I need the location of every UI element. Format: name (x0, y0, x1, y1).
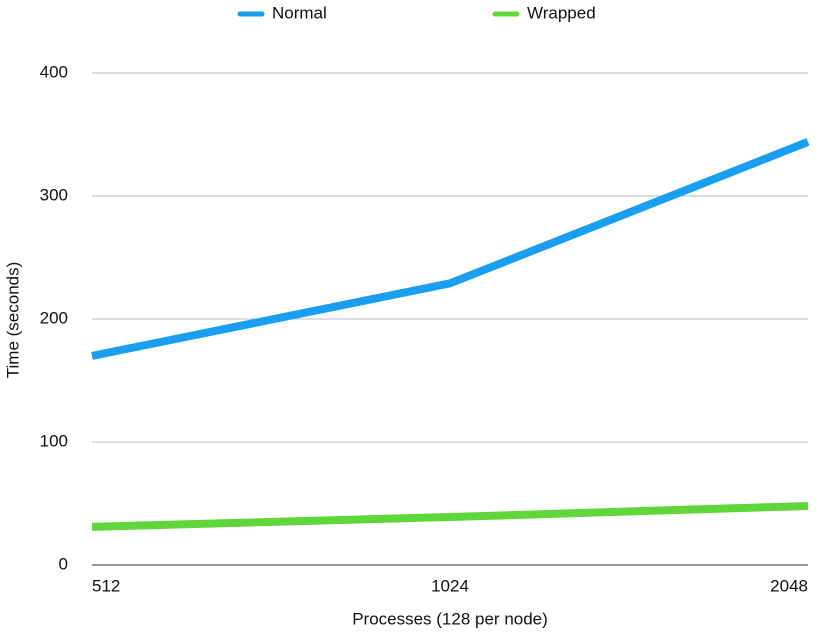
x-tick-label: 512 (92, 576, 120, 595)
legend-label: Normal (272, 3, 327, 22)
y-tick-label: 100 (40, 431, 68, 450)
line (91, 501, 809, 531)
y-tick-label: 200 (40, 308, 68, 327)
x-tick-label: 2048 (770, 576, 808, 595)
x-tick-label: 1024 (431, 576, 469, 595)
y-axis-title: Time (seconds) (3, 262, 22, 379)
y-tick-label: 0 (59, 554, 68, 573)
y-tick-label: 400 (40, 62, 68, 81)
legend-label: Wrapped (527, 3, 596, 22)
x-axis-title: Processes (128 per node) (352, 609, 548, 628)
y-tick-label: 300 (40, 185, 68, 204)
line (91, 138, 810, 360)
